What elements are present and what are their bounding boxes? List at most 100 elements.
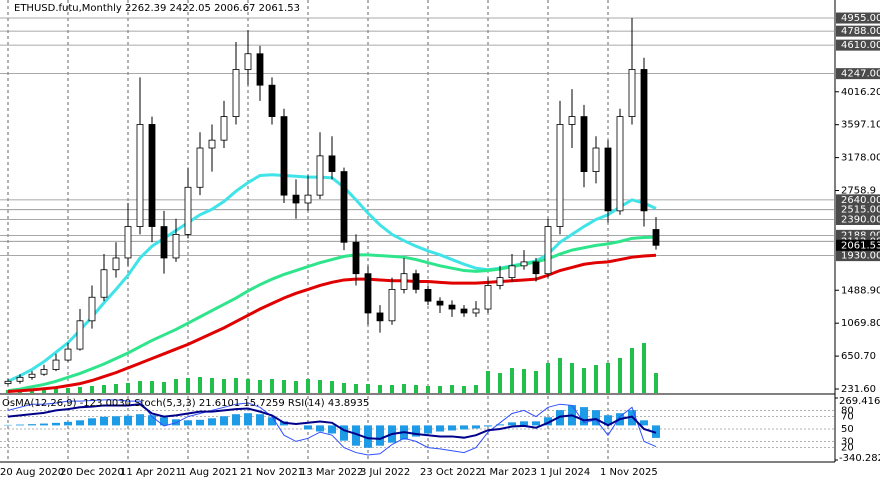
y-tick-label: 70 [841,412,854,423]
osma-bar [640,420,648,426]
candle-body [532,261,540,275]
oscillator-line [7,403,657,440]
osma-bar [304,425,312,430]
osma-bar [532,421,540,426]
volume-bar [342,383,346,393]
candle-body [364,273,372,314]
candle-body [592,147,600,172]
volume-bar [54,388,58,393]
candle-body [268,84,276,118]
candle-body [436,300,444,306]
candle-body [568,116,576,125]
y-tick-label: 3597.10 [841,120,880,131]
volume-bar [366,384,370,393]
candle-body [28,373,36,378]
candle-body [472,308,480,314]
candle-body [496,277,504,286]
x-tick-label: 21 Nov 2021 [240,467,304,478]
osma-bar [544,417,552,426]
x-tick-label: 1 Mar 2023 [480,467,537,478]
x-tick-label: 1 Aug 2021 [180,467,238,478]
candle-body [244,53,252,70]
y-tick-label: 650.70 [841,351,876,362]
osma-bar [268,417,276,426]
osma-bar [124,415,132,426]
candle-body [604,147,612,212]
osma-bar [604,415,612,426]
candle-body [16,376,24,382]
volume-bar [294,381,298,393]
candle-body [220,116,228,141]
osma-bar [64,421,72,426]
volume-bar [306,379,310,393]
candle-body [316,155,324,196]
candle-body [388,288,396,322]
volume-bar [258,380,262,393]
candle-body [88,296,96,322]
candle-body [340,171,348,243]
volume-bar [534,371,538,393]
volume-bar [330,381,334,393]
level-label-box [836,250,880,262]
candle-body [580,116,588,172]
volume-bar [438,386,442,393]
volume-bar [198,377,202,393]
osma-bar [28,424,36,426]
y-tick-label: 80 [841,405,854,416]
volume-bar [654,373,658,393]
osma-bar [244,413,252,426]
y-tick-label: 4016.20 [841,87,880,98]
volume-bar [618,358,622,393]
volume-bar [582,368,586,393]
osma-bar [496,424,504,426]
volume-bar [402,384,406,393]
volume-bar [546,363,550,393]
candle-body [148,124,156,227]
volume-bar [174,379,178,393]
y2-tick-label: -340.2828 [839,453,880,464]
y-tick-label: 1488.90 [841,285,880,296]
candle-body [412,273,420,290]
volume-bar [498,373,502,393]
volume-bar [210,378,214,393]
level-label: 4955.00 [841,13,880,24]
level-label: 1930.00 [841,251,880,262]
candle-body [64,348,72,361]
volume-bar [354,384,358,393]
osma-bar [364,425,372,448]
osma-bar [508,422,516,426]
volume-bar [222,379,226,393]
candle-body [52,359,60,370]
osma-bar [448,425,456,431]
osma-bar [556,410,564,426]
level-label-box [836,213,880,225]
volume-bar [474,385,478,393]
volume-bar [486,371,490,393]
level-label-box [836,12,880,24]
osma-bar [484,425,492,427]
osma-bar [436,425,444,432]
volume-bar [594,365,598,393]
x-tick-label: 13 Mar 2022 [300,467,363,478]
osma-bar [412,425,420,437]
osma-bar [256,414,264,426]
volume-bar [606,363,610,393]
osma-bar [76,420,84,426]
osma-bar [52,422,60,426]
candle-body [160,226,168,259]
volume-bar [570,363,574,393]
osma-bar [580,407,588,426]
volume-bar [150,381,154,393]
volume-bar [558,358,562,393]
volume-bar [318,380,322,393]
x-tick-label: 23 Oct 2022 [420,467,482,478]
y-tick-label: 231.60 [841,384,876,395]
volume-bar [102,385,106,393]
level-label-box [836,194,880,206]
volume-bar [450,385,454,393]
osma-bar [16,424,24,426]
osma-bar [196,419,204,426]
volume-bar [162,382,166,393]
